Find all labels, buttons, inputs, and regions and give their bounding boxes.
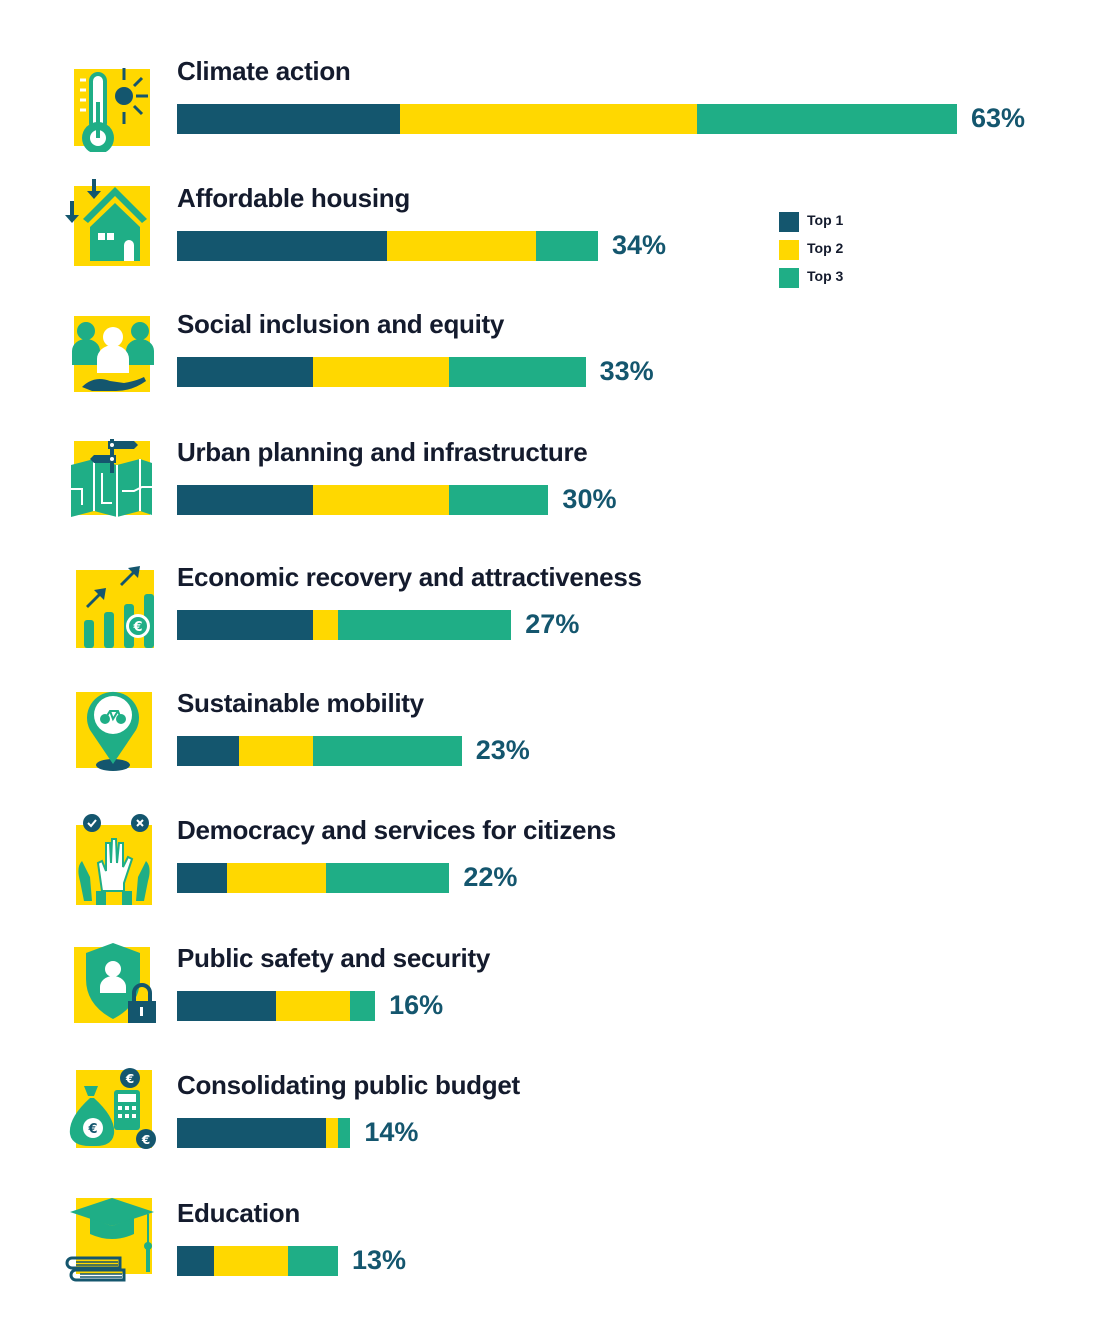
stacked-bar	[177, 231, 598, 261]
bar-segment-top1	[177, 485, 314, 515]
bar-segment-top2	[313, 610, 338, 640]
bar-segment-top1	[177, 1118, 326, 1148]
bar-segment-top3	[337, 1118, 351, 1148]
category-label: Democracy and services for citizens	[177, 815, 616, 845]
bar-segment-top1	[177, 357, 314, 387]
chart-row: Democracy and services for citizens 22%	[0, 814, 1104, 951]
stacked-bar	[177, 1246, 338, 1276]
category-label: Sustainable mobility	[177, 688, 424, 718]
category-label: Consolidating public budget	[177, 1070, 520, 1100]
chart-row: Sustainable mobility 23%	[0, 688, 1104, 824]
bar-segment-top2	[238, 736, 314, 766]
chart-row: Social inclusion and equity 33%	[0, 309, 1104, 445]
legend-swatch-top2	[779, 240, 799, 260]
map-signpost-icon	[62, 433, 162, 533]
total-percent-label: 22%	[463, 862, 518, 892]
category-label: Affordable housing	[177, 183, 410, 213]
total-percent-label: 30%	[562, 484, 617, 514]
bar-segment-top3	[449, 485, 549, 515]
chart-row: Public safety and security 16%	[0, 943, 1104, 1079]
bar-segment-top3	[536, 231, 598, 261]
growth-chart-euro-icon: €	[62, 558, 162, 658]
svg-text:€: €	[141, 1133, 150, 1147]
raised-hands-vote-icon	[62, 811, 162, 911]
stacked-bar	[177, 1118, 351, 1148]
total-percent-label: 34%	[611, 230, 666, 260]
legend-swatch-top1	[779, 212, 799, 232]
chart-row: Education 13%	[0, 1198, 1104, 1334]
bar-segment-top1	[177, 991, 277, 1021]
bar-segment-top3	[337, 610, 512, 640]
house-arrows-icon	[62, 179, 162, 279]
svg-text:€: €	[87, 1122, 97, 1137]
people-hand-icon	[62, 305, 162, 405]
graduation-cap-books-icon	[62, 1194, 162, 1294]
bar-segment-top3	[325, 863, 450, 893]
total-percent-label: 14%	[364, 1117, 419, 1147]
bar-segment-top1	[177, 104, 400, 134]
bar-segment-top2	[399, 104, 697, 134]
total-percent-label: 27%	[525, 609, 580, 639]
stacked-bar	[177, 104, 957, 134]
total-percent-label: 33%	[599, 356, 654, 386]
chart-row: € € € Consolidating public budget 14%	[0, 1068, 1104, 1206]
stacked-bar	[177, 485, 549, 515]
money-bag-calculator-icon: € € €	[62, 1066, 162, 1166]
shield-person-lock-icon	[62, 939, 162, 1039]
stacked-bar	[177, 357, 586, 387]
svg-text:€: €	[132, 620, 142, 635]
chart-row: Affordable housing 34%	[0, 179, 1104, 319]
total-percent-label: 63%	[971, 103, 1026, 133]
legend-label-top3: Top 3	[807, 268, 844, 284]
bar-segment-top3	[350, 991, 376, 1021]
bar-segment-top2	[276, 991, 351, 1021]
bar-segment-top3	[449, 357, 586, 387]
svg-text:€: €	[125, 1072, 134, 1086]
thermometer-sun-icon	[62, 52, 162, 154]
category-label: Climate action	[177, 56, 351, 86]
stacked-bar	[177, 991, 376, 1021]
category-label: Education	[177, 1198, 300, 1228]
total-percent-label: 13%	[351, 1245, 406, 1275]
bar-segment-top2	[325, 1118, 338, 1148]
category-label: Economic recovery and attractiveness	[177, 562, 642, 592]
stacked-bar	[177, 610, 512, 640]
total-percent-label: 16%	[389, 990, 444, 1020]
bar-segment-top1	[177, 1246, 215, 1276]
bike-location-pin-icon	[62, 684, 162, 784]
bar-segment-top3	[288, 1246, 338, 1276]
chart-row: Climate action 63%	[0, 56, 1104, 192]
bar-segment-top2	[214, 1246, 289, 1276]
bar-segment-top2	[313, 485, 450, 515]
category-label: Social inclusion and equity	[177, 309, 505, 339]
legend-label-top1: Top 1	[807, 212, 844, 228]
category-label: Public safety and security	[177, 943, 490, 973]
total-percent-label: 23%	[475, 735, 530, 765]
stacked-bar	[177, 736, 462, 766]
bar-segment-top1	[177, 736, 239, 766]
legend-label-top2: Top 2	[807, 240, 844, 256]
legend-swatch-top3	[779, 268, 799, 288]
bar-segment-top3	[313, 736, 462, 766]
category-label: Urban planning and infrastructure	[177, 437, 588, 467]
bar-segment-top2	[226, 863, 326, 893]
bar-segment-top1	[177, 231, 388, 261]
bar-segment-top1	[177, 863, 227, 893]
bar-segment-top3	[697, 104, 957, 134]
bar-segment-top2	[387, 231, 537, 261]
stacked-bar	[177, 863, 450, 893]
bar-segment-top1	[177, 610, 314, 640]
chart-row: Urban planning and infrastructure 30%	[0, 437, 1104, 573]
chart-row: € Economic recovery and attractiveness 27…	[0, 562, 1104, 698]
bar-segment-top2	[313, 357, 450, 387]
